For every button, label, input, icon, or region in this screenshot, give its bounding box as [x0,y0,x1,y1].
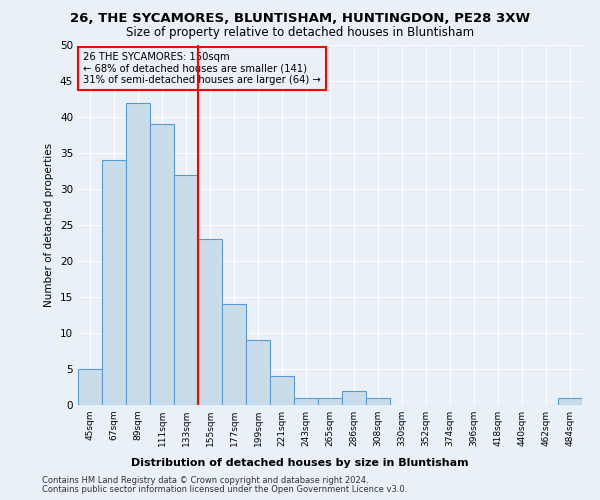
Y-axis label: Number of detached properties: Number of detached properties [44,143,55,307]
Bar [150,124,174,405]
Bar [342,390,366,405]
Bar [270,376,294,405]
Bar [102,160,126,405]
Text: Distribution of detached houses by size in Bluntisham: Distribution of detached houses by size … [131,458,469,468]
Text: Contains public sector information licensed under the Open Government Licence v3: Contains public sector information licen… [42,485,407,494]
Bar [78,369,102,405]
Bar [174,174,198,405]
Bar [246,340,270,405]
Bar [198,240,222,405]
Bar [126,102,150,405]
Bar [366,398,390,405]
Bar [294,398,318,405]
Text: Size of property relative to detached houses in Bluntisham: Size of property relative to detached ho… [126,26,474,39]
Bar [558,398,582,405]
Text: Contains HM Land Registry data © Crown copyright and database right 2024.: Contains HM Land Registry data © Crown c… [42,476,368,485]
Text: 26 THE SYCAMORES: 150sqm
← 68% of detached houses are smaller (141)
31% of semi-: 26 THE SYCAMORES: 150sqm ← 68% of detach… [83,52,321,86]
Text: 26, THE SYCAMORES, BLUNTISHAM, HUNTINGDON, PE28 3XW: 26, THE SYCAMORES, BLUNTISHAM, HUNTINGDO… [70,12,530,26]
Bar [222,304,246,405]
Bar [318,398,342,405]
